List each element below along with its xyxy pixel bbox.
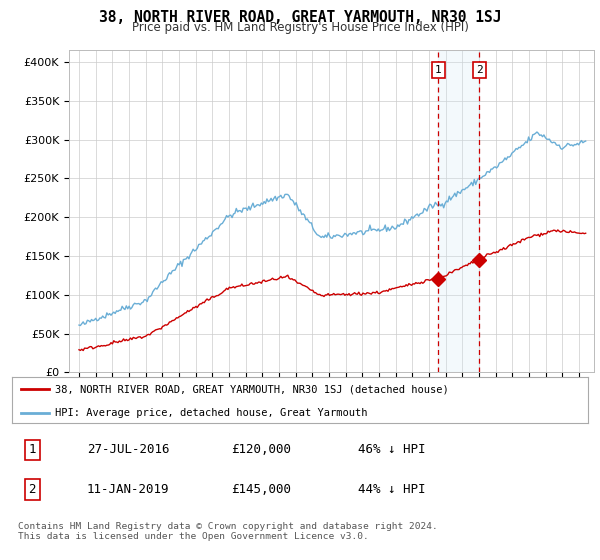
Text: HPI: Average price, detached house, Great Yarmouth: HPI: Average price, detached house, Grea… — [55, 408, 368, 418]
Text: £120,000: £120,000 — [231, 444, 291, 456]
Bar — [439, 50, 479, 372]
Text: 2: 2 — [476, 65, 483, 75]
Text: Contains HM Land Registry data © Crown copyright and database right 2024.
This d: Contains HM Land Registry data © Crown c… — [18, 522, 438, 542]
Text: 1: 1 — [435, 65, 442, 75]
Text: Price paid vs. HM Land Registry's House Price Index (HPI): Price paid vs. HM Land Registry's House … — [131, 21, 469, 34]
Text: £145,000: £145,000 — [231, 483, 291, 496]
Text: 38, NORTH RIVER ROAD, GREAT YARMOUTH, NR30 1SJ: 38, NORTH RIVER ROAD, GREAT YARMOUTH, NR… — [99, 10, 501, 25]
Text: 38, NORTH RIVER ROAD, GREAT YARMOUTH, NR30 1SJ (detached house): 38, NORTH RIVER ROAD, GREAT YARMOUTH, NR… — [55, 384, 449, 394]
Text: 44% ↓ HPI: 44% ↓ HPI — [358, 483, 425, 496]
Text: 1: 1 — [28, 444, 36, 456]
Text: 27-JUL-2016: 27-JUL-2016 — [87, 444, 169, 456]
Text: 2: 2 — [28, 483, 36, 496]
Text: 46% ↓ HPI: 46% ↓ HPI — [358, 444, 425, 456]
Text: 11-JAN-2019: 11-JAN-2019 — [87, 483, 169, 496]
